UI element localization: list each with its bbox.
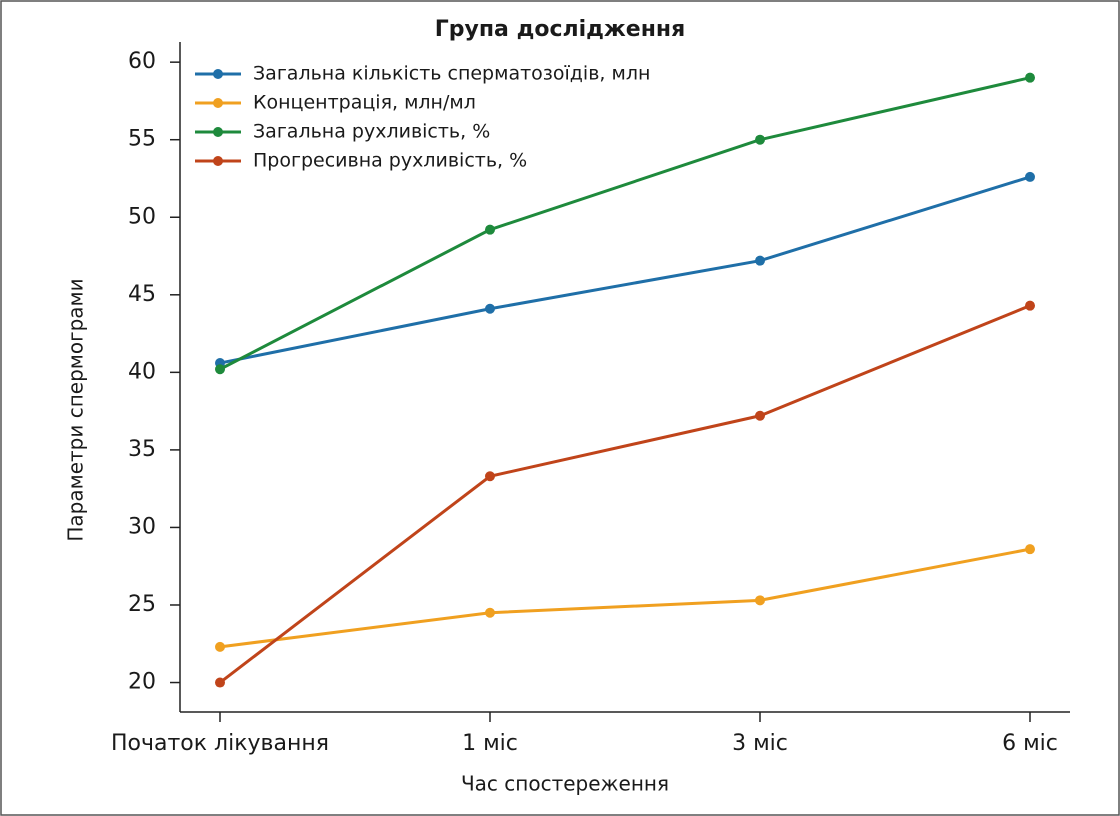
data-point [755,410,765,421]
y-tick-label: 60 [128,49,156,74]
x-tick-label: 3 міс [732,731,788,756]
y-tick-label: 45 [128,282,156,307]
x-tick-label: Початок лікування [111,731,329,756]
y-tick-label: 30 [128,514,156,539]
data-point [485,303,495,314]
x-tick-label: 1 міс [462,731,518,756]
data-point [1025,300,1035,311]
legend-label: Концентрація, млн/мл [253,92,476,114]
data-point [215,641,225,652]
data-point [485,471,495,482]
y-tick-label: 35 [128,437,156,462]
data-point [215,364,225,375]
series-line [219,547,1031,649]
data-point [755,134,765,145]
legend-label: Загальна рухливість, % [253,121,490,143]
data-point [1025,544,1035,555]
legend-marker [213,156,223,166]
data-point [485,224,495,235]
y-tick-label: 20 [128,670,156,695]
series-line [219,175,1031,365]
series-line [219,76,1031,371]
data-point [1025,171,1035,182]
y-tick-label: 25 [128,592,156,617]
series-line [219,304,1031,684]
x-tick-label: 6 міс [1002,731,1058,756]
data-point [755,595,765,606]
x-axis-label: Час спостереження [461,772,669,796]
legend-marker [213,98,223,108]
legend-label: Прогресивна рухливість, % [253,150,527,172]
y-axis-label: Параметри спермограми [64,278,88,541]
legend-marker [213,127,223,137]
y-tick-label: 55 [128,127,156,152]
data-point [1025,72,1035,83]
data-point [755,255,765,266]
legend-marker [213,69,223,79]
y-tick-label: 50 [128,204,156,229]
chart-title: Група дослідження [435,17,686,42]
data-point [215,677,225,688]
data-point [485,607,495,618]
y-tick-label: 40 [128,359,156,384]
legend-label: Загальна кількість сперматозоїдів, млн [253,63,650,85]
